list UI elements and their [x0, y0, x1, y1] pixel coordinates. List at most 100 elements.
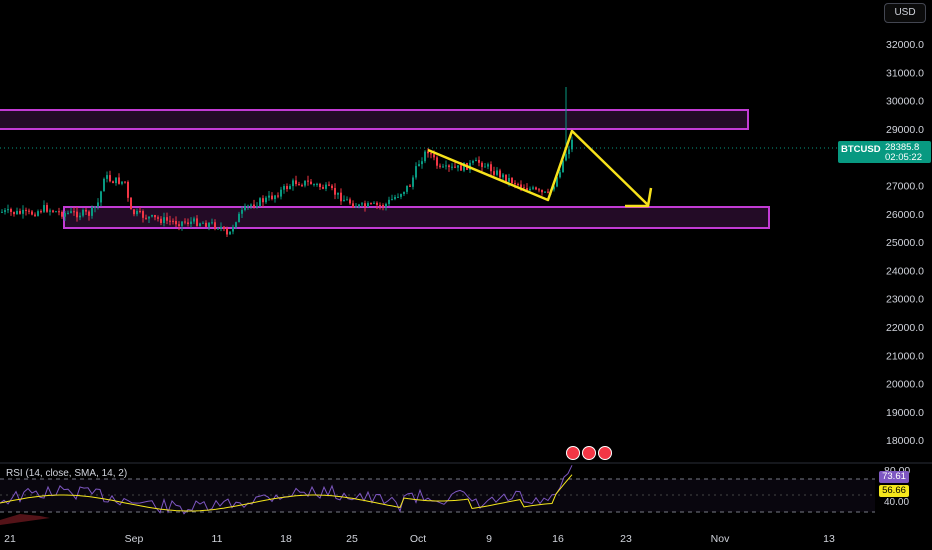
candle-body — [1, 211, 3, 213]
price-tick-label: 23000.0 — [886, 294, 924, 306]
candle-body — [364, 203, 366, 207]
flag-drawing[interactable] — [427, 129, 649, 206]
candle-body — [31, 211, 33, 215]
candle-body — [124, 181, 126, 183]
candle-body — [553, 186, 555, 190]
economic-events[interactable] — [566, 446, 612, 460]
price-axis[interactable]: 32000.031000.030000.029000.028000.027000… — [886, 39, 924, 447]
time-axis[interactable]: 21 Sep 11 18 25 Oct 9 16 23 Nov 13 — [4, 533, 835, 545]
candle-body — [22, 209, 24, 214]
candle-body — [334, 188, 336, 195]
rsi-ma-line — [0, 474, 573, 512]
resistance-zone[interactable] — [0, 109, 749, 130]
candle-body — [313, 184, 315, 186]
price-tick-label: 21000.0 — [886, 350, 924, 362]
candle-body — [82, 209, 84, 216]
candle-body — [118, 177, 120, 184]
price-tick-label: 32000.0 — [886, 39, 924, 51]
candle-body — [28, 210, 30, 212]
price-tick-label: 25000.0 — [886, 237, 924, 249]
candle-body — [259, 198, 261, 207]
candle-body — [133, 209, 135, 215]
event-flag-icon[interactable] — [566, 446, 580, 460]
candle-body — [196, 218, 198, 226]
candle-body — [52, 210, 54, 212]
candle-body — [229, 231, 231, 235]
candle-body — [94, 206, 96, 208]
candle-body — [511, 178, 513, 184]
candle-body — [160, 218, 162, 224]
price-tick-label: 30000.0 — [886, 96, 924, 108]
time-tick-label: Oct — [410, 533, 426, 545]
candle-body — [442, 166, 444, 168]
candle-body — [571, 139, 573, 150]
candle-body — [7, 209, 9, 211]
candle-body — [421, 161, 423, 165]
price-tick-label: 27000.0 — [886, 181, 924, 193]
candle-body — [73, 211, 75, 213]
candle-body — [256, 206, 258, 208]
time-tick-label: Sep — [125, 533, 144, 545]
candle-body — [70, 211, 72, 213]
candle-body — [247, 205, 249, 207]
rsi-band — [0, 479, 875, 512]
candle-body — [379, 204, 381, 206]
candle-body — [418, 164, 420, 167]
candle-body — [559, 172, 561, 178]
rsi-40-label: 40.00 — [884, 497, 910, 508]
candle-body — [316, 183, 318, 185]
candle-body — [277, 195, 279, 197]
candle-body — [568, 149, 570, 155]
rsi-legend[interactable]: RSI (14, close, SMA, 14, 2) — [6, 468, 128, 479]
candle-body — [142, 211, 144, 218]
candle-body — [193, 218, 195, 222]
candle-body — [187, 222, 189, 225]
candle-body — [139, 210, 141, 212]
candle-body — [34, 214, 36, 216]
candle-body — [298, 184, 300, 186]
candle-body — [373, 202, 375, 204]
candle-body — [436, 157, 438, 166]
candle-body — [40, 211, 42, 213]
candle-body — [76, 211, 78, 218]
candle-body — [349, 199, 351, 204]
candle-body — [16, 210, 18, 215]
rsi-ma-value-tag: 56.66 — [879, 485, 909, 497]
rsi-pane[interactable]: 80.00 — [0, 465, 910, 525]
candle-body — [514, 183, 516, 185]
time-tick-label: 18 — [280, 533, 292, 545]
candle-body — [112, 181, 114, 184]
price-tick-label: 29000.0 — [886, 124, 924, 136]
currency-button[interactable]: USD — [884, 3, 926, 23]
candle-body — [289, 186, 291, 190]
time-tick-label: 9 — [486, 533, 492, 545]
candle-body — [241, 210, 243, 214]
candle-body — [304, 180, 306, 186]
candle-body — [457, 165, 459, 168]
candle-body — [211, 222, 213, 224]
event-flag-icon[interactable] — [582, 446, 596, 460]
candle-body — [232, 227, 234, 232]
candle-body — [415, 166, 417, 178]
candle-body — [346, 199, 348, 201]
candle-body — [487, 164, 489, 167]
candle-body — [244, 206, 246, 211]
candle-body — [460, 165, 462, 171]
candle-body — [370, 203, 372, 205]
event-flag-icon[interactable] — [598, 446, 612, 460]
candle-body — [565, 154, 567, 161]
candle-body — [490, 164, 492, 172]
candle-body — [88, 211, 90, 216]
candle-body — [439, 165, 441, 167]
candle-body — [478, 159, 480, 163]
candle-body — [115, 177, 117, 184]
candle-body — [262, 198, 264, 203]
support-zone[interactable] — [63, 206, 770, 229]
candle-body — [496, 170, 498, 175]
candle-body — [217, 228, 219, 230]
candle-body — [10, 209, 12, 212]
price-tick-label: 26000.0 — [886, 209, 924, 221]
price-tick-label: 19000.0 — [886, 407, 924, 419]
candle-body — [136, 210, 138, 215]
